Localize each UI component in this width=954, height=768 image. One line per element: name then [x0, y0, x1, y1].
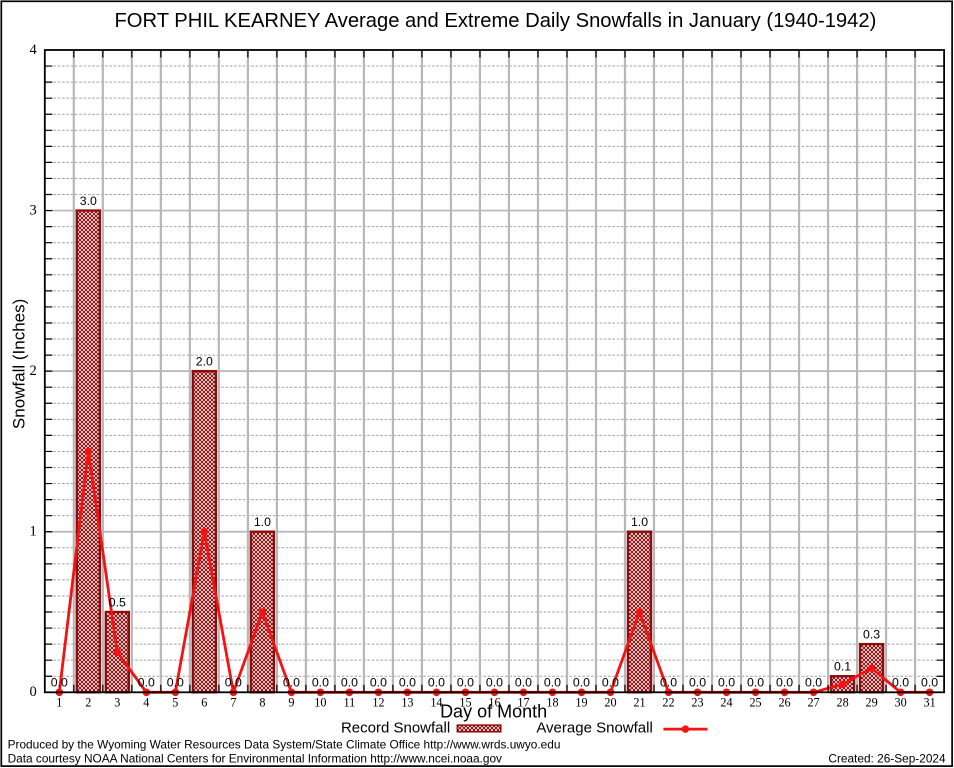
svg-text:0.0: 0.0 — [225, 676, 242, 690]
svg-text:3: 3 — [30, 202, 37, 218]
svg-text:9: 9 — [288, 696, 294, 710]
svg-text:0.0: 0.0 — [573, 676, 590, 690]
svg-text:4: 4 — [143, 696, 149, 710]
svg-text:0.0: 0.0 — [399, 676, 416, 690]
svg-text:0.0: 0.0 — [921, 676, 938, 690]
svg-text:19: 19 — [575, 696, 587, 710]
svg-text:8: 8 — [259, 696, 265, 710]
svg-text:22: 22 — [662, 696, 674, 710]
svg-text:26: 26 — [778, 696, 790, 710]
svg-text:1.0: 1.0 — [254, 515, 271, 529]
svg-text:0.0: 0.0 — [312, 676, 329, 690]
svg-text:25: 25 — [749, 696, 761, 710]
svg-text:0.0: 0.0 — [776, 676, 793, 690]
svg-text:0.0: 0.0 — [457, 676, 474, 690]
svg-text:27: 27 — [807, 696, 819, 710]
svg-text:Created: 26-Sep-2024: Created: 26-Sep-2024 — [828, 752, 946, 766]
svg-text:2.0: 2.0 — [196, 355, 213, 369]
svg-text:15: 15 — [459, 696, 471, 710]
svg-text:0.0: 0.0 — [689, 676, 706, 690]
svg-text:0.0: 0.0 — [660, 676, 677, 690]
svg-text:24: 24 — [720, 696, 732, 710]
svg-text:2: 2 — [85, 696, 91, 710]
svg-text:0.0: 0.0 — [602, 676, 619, 690]
svg-text:0.0: 0.0 — [167, 676, 184, 690]
svg-text:23: 23 — [691, 696, 703, 710]
svg-text:0.5: 0.5 — [109, 595, 126, 609]
svg-text:0.0: 0.0 — [544, 676, 561, 690]
svg-text:0.0: 0.0 — [747, 676, 764, 690]
svg-text:0.3: 0.3 — [863, 628, 880, 642]
svg-text:14: 14 — [430, 696, 442, 710]
svg-text:12: 12 — [372, 696, 384, 710]
svg-text:29: 29 — [865, 696, 877, 710]
svg-text:0.0: 0.0 — [515, 676, 532, 690]
svg-text:Data courtesy NOAA National Ce: Data courtesy NOAA National Centers for … — [8, 752, 502, 766]
svg-text:0.0: 0.0 — [892, 676, 909, 690]
svg-text:Produced by the Wyoming Water: Produced by the Wyoming Water Resources … — [8, 737, 561, 751]
svg-text:2: 2 — [30, 363, 37, 379]
svg-text:4: 4 — [30, 42, 38, 58]
svg-text:Average Snowfall: Average Snowfall — [536, 720, 652, 737]
svg-text:20: 20 — [604, 696, 616, 710]
svg-text:0.1: 0.1 — [834, 660, 851, 674]
svg-text:5: 5 — [172, 696, 178, 710]
svg-text:0.0: 0.0 — [370, 676, 387, 690]
svg-text:Record Snowfall: Record Snowfall — [341, 720, 450, 737]
svg-text:0.0: 0.0 — [283, 676, 300, 690]
svg-text:FORT PHIL KEARNEY Average and: FORT PHIL KEARNEY Average and Extreme Da… — [114, 10, 876, 32]
svg-text:28: 28 — [836, 696, 848, 710]
svg-text:Day of Month: Day of Month — [440, 701, 547, 721]
svg-text:0.0: 0.0 — [486, 676, 503, 690]
svg-text:1: 1 — [30, 524, 37, 540]
svg-text:Snowfall (Inches): Snowfall (Inches) — [9, 299, 28, 429]
svg-text:30: 30 — [894, 696, 906, 710]
svg-text:3.0: 3.0 — [80, 194, 97, 208]
svg-text:11: 11 — [344, 696, 356, 710]
svg-text:21: 21 — [633, 696, 645, 710]
svg-text:0.0: 0.0 — [718, 676, 735, 690]
svg-text:6: 6 — [201, 696, 207, 710]
svg-text:3: 3 — [114, 696, 120, 710]
svg-text:13: 13 — [401, 696, 413, 710]
svg-text:0: 0 — [30, 684, 37, 700]
svg-text:10: 10 — [314, 696, 326, 710]
svg-text:7: 7 — [230, 696, 236, 710]
svg-text:0.0: 0.0 — [341, 676, 358, 690]
svg-text:0.0: 0.0 — [428, 676, 445, 690]
svg-text:17: 17 — [517, 696, 529, 710]
svg-text:31: 31 — [924, 696, 936, 710]
svg-text:1: 1 — [56, 696, 62, 710]
svg-text:18: 18 — [546, 696, 558, 710]
svg-text:1.0: 1.0 — [631, 515, 648, 529]
svg-text:16: 16 — [488, 696, 500, 710]
svg-text:0.0: 0.0 — [51, 676, 68, 690]
svg-text:0.0: 0.0 — [138, 676, 155, 690]
svg-text:0.0: 0.0 — [805, 676, 822, 690]
